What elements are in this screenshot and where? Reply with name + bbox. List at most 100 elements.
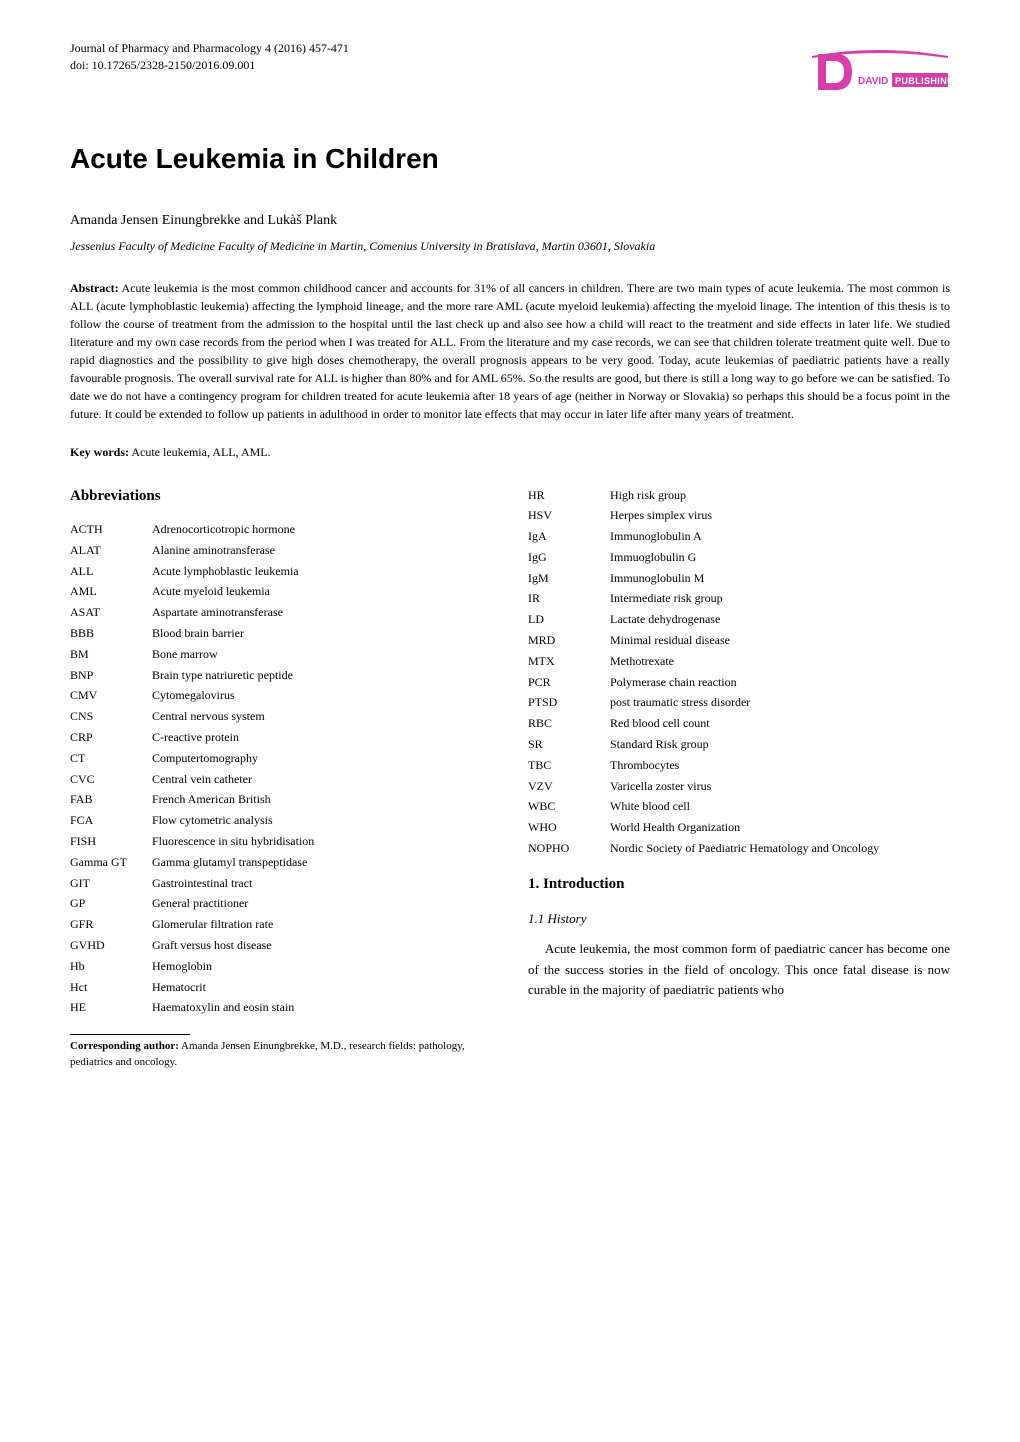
abbrev-term: CRP: [70, 727, 152, 748]
abbrev-term: AML: [70, 581, 152, 602]
abbrev-definition: Blood brain barrier: [152, 623, 492, 644]
abbrev-term: HE: [70, 997, 152, 1018]
abbrev-row: CMVCytomegalovirus: [70, 685, 492, 706]
abbrev-row: FCAFlow cytometric analysis: [70, 810, 492, 831]
left-column: Abbreviations ACTHAdrenocorticotropic ho…: [70, 485, 492, 1070]
publisher-logo: DAVID PUBLISHING: [810, 40, 950, 108]
abbrev-definition: Adrenocorticotropic hormone: [152, 519, 492, 540]
abbrev-term: IR: [528, 588, 610, 609]
right-column: HRHigh risk groupHSVHerpes simplex virus…: [528, 485, 950, 1070]
abbrev-row: IRIntermediate risk group: [528, 588, 950, 609]
affiliation: Jessenius Faculty of Medicine Faculty of…: [70, 237, 950, 255]
two-column-body: Abbreviations ACTHAdrenocorticotropic ho…: [70, 485, 950, 1070]
abbrev-term: FAB: [70, 789, 152, 810]
abbrev-definition: Gastrointestinal tract: [152, 873, 492, 894]
abbrev-row: HctHematocrit: [70, 977, 492, 998]
abbrev-term: GIT: [70, 873, 152, 894]
abbrev-row: NOPHONordic Society of Paediatric Hemato…: [528, 838, 950, 859]
abbrev-term: RBC: [528, 713, 610, 734]
abbrev-definition: Intermediate risk group: [610, 588, 950, 609]
abbrev-term: Hb: [70, 956, 152, 977]
abbrev-row: WHOWorld Health Organization: [528, 817, 950, 838]
abbrev-term: GVHD: [70, 935, 152, 956]
journal-citation: Journal of Pharmacy and Pharmacology 4 (…: [70, 40, 349, 57]
abbrev-row: ACTHAdrenocorticotropic hormone: [70, 519, 492, 540]
abbrev-row: FISHFluorescence in situ hybridisation: [70, 831, 492, 852]
intro-paragraph: Acute leukemia, the most common form of …: [528, 939, 950, 1001]
abbrev-term: CMV: [70, 685, 152, 706]
abbrev-term: BNP: [70, 665, 152, 686]
abbrev-row: PCRPolymerase chain reaction: [528, 672, 950, 693]
abstract: Abstract: Acute leukemia is the most com…: [70, 279, 950, 423]
abbrev-term: Hct: [70, 977, 152, 998]
abbrev-term: VZV: [528, 776, 610, 797]
abbrev-definition: French American British: [152, 789, 492, 810]
abbrev-row: LDLactate dehydrogenase: [528, 609, 950, 630]
abbrev-definition: Fluorescence in situ hybridisation: [152, 831, 492, 852]
abbrev-term: HR: [528, 485, 610, 506]
journal-doi: doi: 10.17265/2328-2150/2016.09.001: [70, 57, 349, 74]
abbrev-definition: Nordic Society of Paediatric Hematology …: [610, 838, 950, 859]
logo-publishing-text: PUBLISHING: [895, 76, 950, 86]
abbrev-definition: Computertomography: [152, 748, 492, 769]
abbrev-row: BMBone marrow: [70, 644, 492, 665]
abbrev-term: ASAT: [70, 602, 152, 623]
abbrev-row: CTComputertomography: [70, 748, 492, 769]
abbrev-term: IgM: [528, 568, 610, 589]
abbrev-term: IgA: [528, 526, 610, 547]
abbrev-row: MTXMethotrexate: [528, 651, 950, 672]
page-header: Journal of Pharmacy and Pharmacology 4 (…: [70, 40, 950, 108]
introduction-heading: 1. Introduction: [528, 873, 950, 896]
abbrev-row: TBCThrombocytes: [528, 755, 950, 776]
abbrev-term: TBC: [528, 755, 610, 776]
abbrev-definition: Immuoglobulin G: [610, 547, 950, 568]
abbrev-term: NOPHO: [528, 838, 610, 859]
abbrev-term: HSV: [528, 505, 610, 526]
abbrev-definition: Gamma glutamyl transpeptidase: [152, 852, 492, 873]
abbrev-row: VZVVaricella zoster virus: [528, 776, 950, 797]
abbrev-definition: Hematocrit: [152, 977, 492, 998]
corresponding-author-footnote: Corresponding author: Amanda Jensen Einu…: [70, 1039, 492, 1070]
abbrev-row: HRHigh risk group: [528, 485, 950, 506]
abbrev-definition: Thrombocytes: [610, 755, 950, 776]
history-subheading: 1.1 History: [528, 909, 950, 929]
abbrev-term: BBB: [70, 623, 152, 644]
abbrev-row: PTSDpost traumatic stress disorder: [528, 692, 950, 713]
abbreviations-table-left: ACTHAdrenocorticotropic hormoneALATAlani…: [70, 519, 492, 1018]
abbrev-row: FABFrench American British: [70, 789, 492, 810]
abbrev-definition: Alanine aminotransferase: [152, 540, 492, 561]
abbrev-definition: Immunoglobulin M: [610, 568, 950, 589]
footnote-separator: [70, 1034, 190, 1035]
abbrev-row: BBBBlood brain barrier: [70, 623, 492, 644]
abbrev-row: HbHemoglobin: [70, 956, 492, 977]
abbrev-term: Gamma GT: [70, 852, 152, 873]
abbrev-row: IgMImmunoglobulin M: [528, 568, 950, 589]
abbrev-row: BNPBrain type natriuretic peptide: [70, 665, 492, 686]
abbrev-term: PCR: [528, 672, 610, 693]
abbreviations-table-right: HRHigh risk groupHSVHerpes simplex virus…: [528, 485, 950, 859]
abbrev-definition: Brain type natriuretic peptide: [152, 665, 492, 686]
abbrev-term: LD: [528, 609, 610, 630]
abbrev-definition: High risk group: [610, 485, 950, 506]
abstract-label: Abstract:: [70, 281, 119, 295]
abbrev-term: CVC: [70, 769, 152, 790]
abbrev-definition: Minimal residual disease: [610, 630, 950, 651]
abbrev-row: ALLAcute lymphoblastic leukemia: [70, 561, 492, 582]
abbrev-term: GFR: [70, 914, 152, 935]
abbrev-definition: Flow cytometric analysis: [152, 810, 492, 831]
abbrev-term: CNS: [70, 706, 152, 727]
abbrev-term: MRD: [528, 630, 610, 651]
abbrev-row: Gamma GTGamma glutamyl transpeptidase: [70, 852, 492, 873]
abbrev-definition: General practitioner: [152, 893, 492, 914]
abbrev-definition: Lactate dehydrogenase: [610, 609, 950, 630]
keywords-text: Acute leukemia, ALL, AML.: [129, 445, 271, 459]
abbrev-term: CT: [70, 748, 152, 769]
abbrev-row: MRDMinimal residual disease: [528, 630, 950, 651]
abbrev-definition: C-reactive protein: [152, 727, 492, 748]
abbrev-term: MTX: [528, 651, 610, 672]
keywords-label: Key words:: [70, 445, 129, 459]
abbrev-definition: Standard Risk group: [610, 734, 950, 755]
abbrev-term: SR: [528, 734, 610, 755]
keywords: Key words: Acute leukemia, ALL, AML.: [70, 443, 950, 461]
abbrev-row: GFRGlomerular filtration rate: [70, 914, 492, 935]
